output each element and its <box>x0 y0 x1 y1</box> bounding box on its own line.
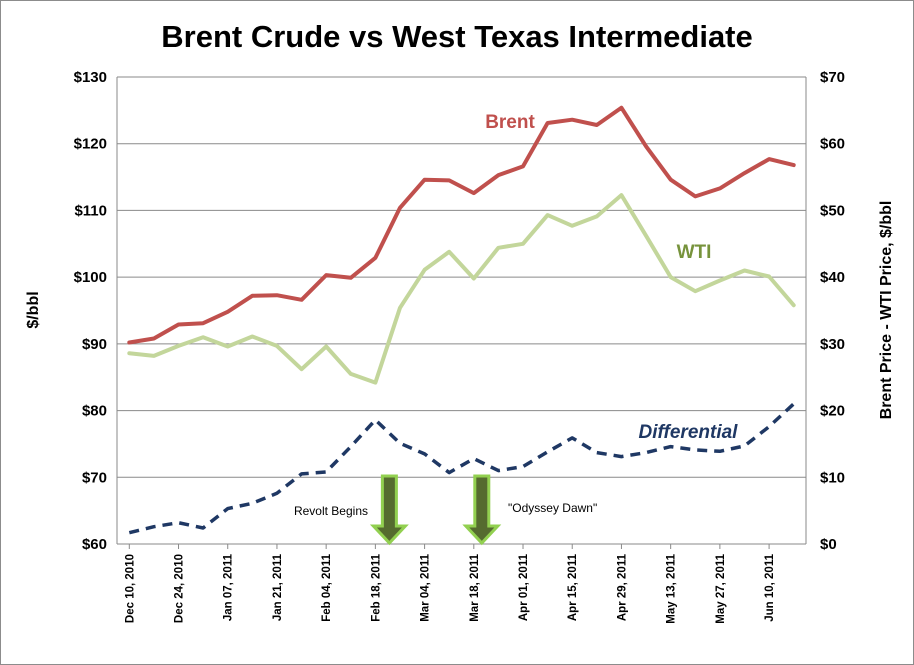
left-tick-label: $110 <box>74 202 107 219</box>
right-axis-ticks: $0 $10 $20 $30 $40 $50 $60 $70 <box>820 69 845 553</box>
right-tick-label: $70 <box>820 69 845 86</box>
left-tick-label: $80 <box>82 403 107 420</box>
left-tick-label: $60 <box>82 536 107 553</box>
plot-area <box>116 77 807 545</box>
right-tick-label: $60 <box>820 136 845 153</box>
x-tick-label: Apr 01, 2011 <box>518 553 530 621</box>
right-tick-label: $50 <box>820 202 845 219</box>
left-tick-label: $100 <box>74 269 107 286</box>
x-tick-label: May 13, 2011 <box>666 553 678 623</box>
annotations: Revolt Begins "Odyssey Dawn" <box>294 474 597 546</box>
series-line-brent <box>127 105 796 345</box>
x-tick-label: Dec 10, 2010 <box>124 554 136 623</box>
series-label-differential: Differential <box>639 422 739 443</box>
x-tick-label: Mar 04, 2011 <box>420 553 432 621</box>
x-tick-label: Apr 29, 2011 <box>616 553 628 621</box>
x-tick-label: Jan 07, 2011 <box>223 553 235 621</box>
gridlines <box>117 76 806 545</box>
right-tick-label: $30 <box>820 336 845 353</box>
right-tick-label: $40 <box>820 269 845 286</box>
x-tick-label: Jan 21, 2011 <box>272 553 284 621</box>
series-line-wti <box>127 193 796 385</box>
annotation-arrow <box>462 474 502 546</box>
left-axis-title: $/bbl <box>25 291 42 328</box>
right-tick-label: $20 <box>820 403 845 420</box>
series-line-differential <box>128 402 795 535</box>
annotation-label: "Odyssey Dawn" <box>508 501 597 515</box>
annotation-arrow <box>369 474 409 546</box>
left-tick-label: $120 <box>74 136 107 153</box>
left-tick-label: $130 <box>74 69 107 86</box>
x-tick-label: May 27, 2011 <box>715 553 727 623</box>
x-tick-label: Dec 24, 2010 <box>174 554 186 623</box>
series-label-brent: Brent <box>485 112 535 133</box>
series-lines <box>127 105 796 535</box>
x-tick-label: Feb 18, 2011 <box>370 553 382 621</box>
right-axis-title: Brent Price - WTI Price, $/bbl <box>878 201 895 420</box>
left-tick-label: $90 <box>82 336 107 353</box>
x-tick-label: Apr 15, 2011 <box>567 553 579 621</box>
left-axis-ticks: $60 $70 $80 $90 $100 $110 $120 $130 <box>74 69 107 553</box>
left-tick-label: $70 <box>82 469 107 486</box>
x-tick-label: Jun 10, 2011 <box>764 553 776 621</box>
chart-title: Brent Crude vs West Texas Intermediate <box>161 19 753 54</box>
right-tick-label: $10 <box>820 469 845 486</box>
x-tick-label: Mar 18, 2011 <box>469 553 481 621</box>
annotation-label: Revolt Begins <box>294 504 368 518</box>
series-label-wti: WTI <box>677 242 712 263</box>
x-tick-label: Feb 04, 2011 <box>321 553 333 621</box>
right-tick-label: $0 <box>820 536 837 553</box>
x-axis-ticks: Dec 10, 2010 Dec 24, 2010 Jan 07, 2011 Jan … <box>124 544 776 624</box>
